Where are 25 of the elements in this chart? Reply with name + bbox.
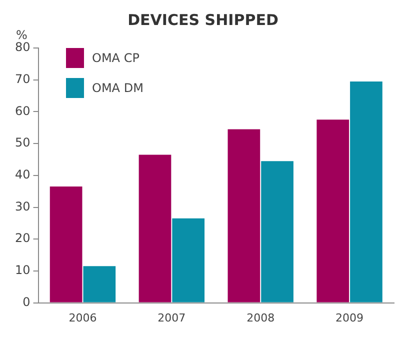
y-tick-label: 30	[14, 199, 30, 214]
bar	[50, 186, 82, 302]
y-tick-label: 0	[22, 294, 30, 309]
y-tick-label: 50	[14, 136, 30, 150]
bar	[83, 266, 116, 302]
x-tick-label: 2006	[68, 311, 97, 324]
y-tick-label: 10	[14, 263, 30, 278]
x-tick-label: 2007	[158, 311, 186, 324]
x-tick-label: 2009	[336, 311, 364, 324]
bar	[316, 120, 350, 302]
bar	[350, 81, 382, 302]
bar	[228, 129, 260, 302]
legend-label: OMA CP	[92, 51, 140, 65]
bar	[261, 161, 294, 302]
legend-label: OMA DM	[92, 81, 144, 95]
bar	[138, 154, 172, 302]
y-tick-label: 40	[14, 168, 30, 182]
y-tick-label: 60	[14, 104, 30, 118]
y-tick-label: 80	[14, 40, 30, 54]
y-axis-title: %	[16, 28, 28, 42]
bar	[172, 218, 205, 302]
chart-title: DEVICES SHIPPED	[128, 10, 278, 29]
x-tick-label: 2008	[246, 311, 275, 324]
y-tick-label: 20	[14, 231, 30, 246]
y-tick-label: 70	[14, 72, 30, 86]
